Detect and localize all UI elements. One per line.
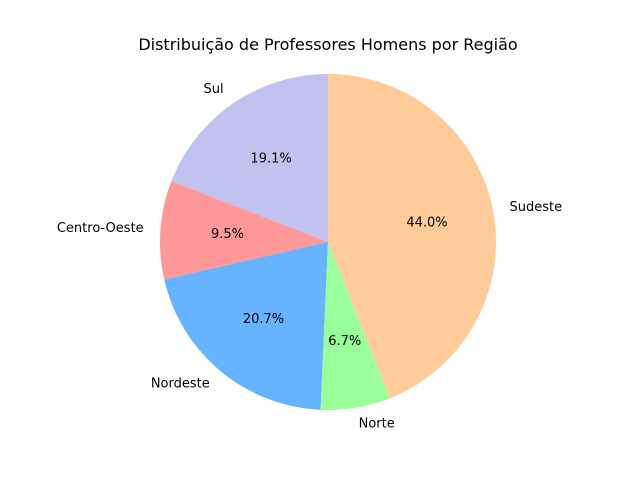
- pie-category-label-nordeste: Nordeste: [151, 377, 210, 392]
- pie-pct-label-nordeste: 20.7%: [243, 312, 284, 327]
- pie-slice-sudeste: [328, 74, 497, 399]
- pie-category-label-centro-oeste: Centro-Oeste: [57, 221, 144, 236]
- pie-slice-norte: [320, 242, 390, 410]
- pie-slice-nordeste: [164, 242, 328, 410]
- pie-labels: 19.1% Sul 9.5% Centro-Oeste 20.7% Nordeste 6.7…: [57, 82, 562, 432]
- pie-pct-label-norte: 6.7%: [328, 334, 361, 349]
- pie-slices: [159, 74, 497, 410]
- pie-pct-label-centro-oeste: 9.5%: [211, 227, 244, 242]
- pie-category-label-norte: Norte: [359, 417, 395, 432]
- pie-pct-label-sudeste: 44.0%: [406, 216, 447, 231]
- pie-category-label-sul: Sul: [204, 82, 224, 97]
- pie-pct-label-sul: 19.1%: [250, 151, 291, 166]
- pie-slice-centro-oeste: [159, 181, 328, 280]
- chart-title: Distribuição de Professores Homens por R…: [138, 35, 517, 54]
- pie-category-label-sudeste: Sudeste: [510, 200, 563, 215]
- pie-slice-sul: [171, 74, 328, 242]
